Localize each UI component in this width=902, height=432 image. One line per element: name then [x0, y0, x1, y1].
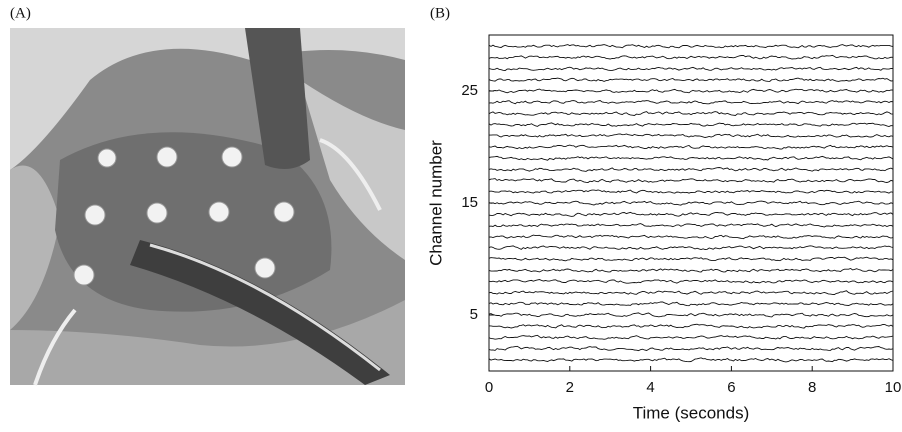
channel-trace: [488, 245, 894, 250]
channel-trace: [488, 334, 894, 340]
y-tick-label: 25: [461, 82, 478, 99]
x-axis-label: Time (seconds): [633, 403, 750, 422]
channel-trace: [488, 77, 894, 82]
channel-trace: [488, 357, 894, 363]
channel-trace: [488, 122, 894, 127]
channel-trace: [488, 223, 894, 228]
x-tick-label: 0: [485, 379, 493, 396]
x-tick-label: 8: [808, 379, 816, 396]
channel-trace: [488, 100, 894, 105]
channel-trace: [488, 111, 894, 116]
channel-trace: [488, 54, 894, 60]
channel-trace: [489, 323, 894, 329]
channel-trace: [488, 200, 894, 206]
panel-label: (B): [430, 5, 450, 21]
channel-trace: [488, 234, 894, 240]
channel-trace: [488, 167, 894, 172]
channel-trace: [488, 267, 894, 273]
y-axis-label: Channel number: [426, 140, 445, 266]
channel-trace: [488, 290, 894, 295]
channel-trace: [488, 178, 894, 183]
x-tick-label: 4: [646, 379, 654, 396]
channel-trace: [488, 211, 894, 217]
surgical-photo: [10, 28, 405, 386]
channel-trace: [488, 189, 894, 194]
channel-trace: [488, 88, 894, 94]
x-tick-label: 6: [727, 379, 735, 396]
channel-trace: [488, 301, 894, 307]
panel-label: (A): [10, 5, 31, 21]
x-tick-label: 2: [566, 379, 574, 396]
x-tick-label: 10: [885, 379, 902, 396]
channel-trace: [488, 256, 894, 262]
channel-trace: [488, 312, 894, 318]
channel-trace: [488, 144, 894, 150]
channel-trace: [488, 345, 894, 352]
y-tick-label: 5: [470, 306, 478, 323]
channel-trace: [488, 279, 894, 284]
channel-trace: [488, 66, 894, 71]
channel-trace: [489, 133, 894, 138]
channel-trace: [488, 44, 894, 49]
y-tick-label: 15: [461, 194, 478, 211]
channel-trace: [488, 155, 894, 161]
